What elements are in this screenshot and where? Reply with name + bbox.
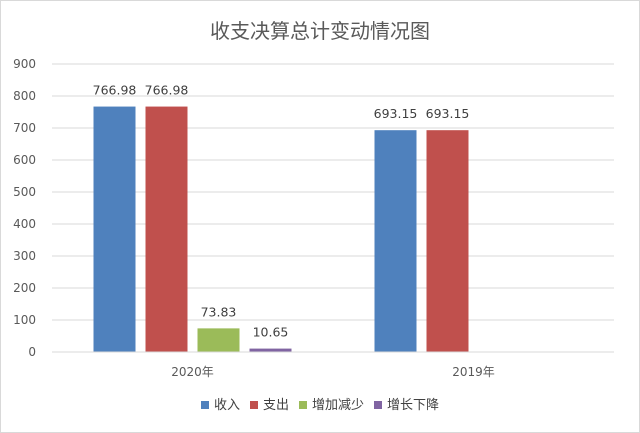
chart-title: 收支决算总计变动情况图: [210, 19, 430, 43]
data-label: 693.15: [426, 106, 470, 121]
y-tick-label: 900: [13, 57, 36, 71]
data-label: 766.98: [93, 83, 137, 98]
data-label: 73.83: [201, 304, 237, 319]
y-tick-label: 600: [13, 153, 36, 167]
y-axis: 0 100 200 300 400 500 600 700 800 900: [13, 57, 36, 359]
y-tick-label: 400: [13, 217, 36, 231]
y-tick-label: 100: [13, 313, 36, 327]
legend-label: 收入: [214, 398, 240, 413]
x-axis: 2020年 2019年: [52, 351, 614, 379]
bar: [249, 348, 292, 352]
legend-swatch: [201, 401, 209, 409]
x-tick-label: 2020年: [171, 365, 214, 379]
legend-swatch: [374, 401, 382, 409]
grid-layer: [52, 63, 614, 321]
y-tick-label: 200: [13, 281, 36, 295]
y-tick-label: 500: [13, 185, 36, 199]
bar-layer: [93, 106, 469, 352]
bar: [197, 328, 240, 352]
y-tick-label: 0: [28, 345, 36, 359]
y-tick-label: 300: [13, 249, 36, 263]
bar: [93, 106, 136, 352]
data-label-layer: 766.98 766.98 73.83 10.65 693.15 693.15: [93, 83, 470, 340]
legend-swatch: [250, 401, 258, 409]
legend: 收入 支出 增加减少 增长下降: [201, 398, 439, 413]
x-tick-label: 2019年: [452, 365, 495, 379]
legend-label: 增加减少: [312, 398, 364, 413]
data-label: 693.15: [374, 106, 418, 121]
y-tick-label: 800: [13, 89, 36, 103]
bar: [145, 106, 188, 352]
legend-swatch: [299, 401, 307, 409]
legend-label: 增长下降: [387, 398, 439, 413]
bar: [426, 130, 469, 352]
data-label: 766.98: [145, 83, 189, 98]
bar: [374, 130, 417, 352]
y-tick-label: 700: [13, 121, 36, 135]
legend-label: 支出: [263, 398, 289, 413]
data-label: 10.65: [253, 325, 289, 340]
